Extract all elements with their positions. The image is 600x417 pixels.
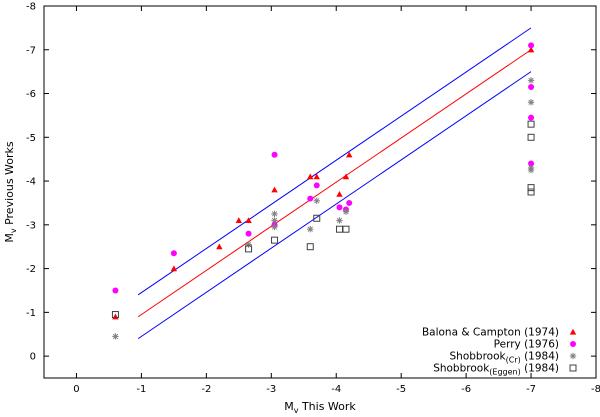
balona-campton-1974-point-9 bbox=[336, 190, 343, 197]
legend-marker-star bbox=[569, 352, 577, 360]
legend-entry-shobbrook-eggen: Shobbrook(Eggen) (1984) bbox=[433, 363, 577, 377]
shobbrook-cr-1984-point-2 bbox=[271, 210, 278, 218]
y-tick-label: -5 bbox=[26, 133, 36, 144]
shobbrook-cr-1984-point-8 bbox=[342, 208, 350, 215]
x-tick-label: -8 bbox=[591, 384, 600, 395]
shobbrook-eggen-1984-point-6 bbox=[342, 225, 350, 233]
balona-campton-1974-point-2 bbox=[216, 243, 223, 250]
balona-campton-1974-point-12 bbox=[527, 46, 535, 53]
legend-marker-circle bbox=[570, 341, 576, 347]
perry-1976-point-13 bbox=[528, 160, 535, 167]
balona-campton-1974-point-10 bbox=[342, 173, 350, 180]
legend-marker-triangle-icon bbox=[569, 328, 577, 335]
y-tick-label: -7 bbox=[26, 45, 36, 56]
perry-1976-point-10 bbox=[528, 42, 535, 49]
shobbrook-eggen-1984-point-1 bbox=[245, 245, 253, 253]
shobbrook-eggen-1984-point-3 bbox=[306, 243, 314, 251]
perry-1976-point-11 bbox=[528, 83, 535, 90]
x-tick-label: -3 bbox=[266, 384, 276, 395]
x-tick-label: -5 bbox=[396, 384, 406, 395]
perry-1976-point-5 bbox=[307, 195, 314, 202]
shobbrook-eggen-1984-point-10 bbox=[527, 188, 535, 196]
shobbrook-cr-1984-point-0 bbox=[112, 333, 119, 340]
legend-label-shobbrook-cr: Shobbrook(Cr) (1984) bbox=[450, 351, 559, 365]
perry-1976-point-8 bbox=[346, 199, 353, 206]
balona-campton-1974-point-7 bbox=[307, 173, 314, 180]
shobbrook-cr-1984-point-3 bbox=[271, 217, 278, 224]
y-tick-label: -8 bbox=[26, 2, 36, 13]
balona-campton-1974-point-4 bbox=[245, 217, 252, 224]
balona-campton-1974-point-3 bbox=[235, 217, 243, 224]
balona-campton-1974-point-1 bbox=[170, 265, 178, 272]
perry-1976-point-0 bbox=[112, 287, 119, 294]
legend-label-shobbrook-eggen: Shobbrook(Eggen) (1984) bbox=[433, 363, 559, 377]
plot-frame bbox=[43, 5, 597, 379]
legend-marker-star-icon bbox=[569, 352, 577, 360]
y-tick-label: 0 bbox=[30, 352, 36, 363]
shobbrook-eggen-1984-point-2 bbox=[271, 236, 279, 244]
upper-envelope-line bbox=[137, 27, 532, 296]
shobbrook-eggen-1984-point-0 bbox=[111, 311, 119, 319]
balona-campton-1974-point-11 bbox=[346, 151, 353, 158]
fit-lines bbox=[137, 27, 532, 340]
shobbrook-cr-1984-point-1 bbox=[245, 241, 252, 248]
legend-marker-square bbox=[569, 364, 577, 372]
shobbrook-cr-1984-point-5 bbox=[307, 226, 314, 233]
shobbrook-cr-1984-point-10 bbox=[527, 99, 535, 106]
legend-entry-balona: Balona & Campton (1974) bbox=[422, 327, 577, 339]
x-tick-label: -7 bbox=[526, 384, 536, 395]
y-axis-label: Mv Previous Works bbox=[3, 141, 18, 243]
perry-1976-point-2 bbox=[245, 230, 252, 237]
shobbrook-cr-1984-point-6 bbox=[313, 197, 320, 204]
y-tick-label: -1 bbox=[26, 308, 36, 319]
balona-campton-1974-point-8 bbox=[313, 173, 320, 180]
x-tick-label: -6 bbox=[461, 384, 471, 395]
perry-1976-point-6 bbox=[313, 182, 320, 189]
shobbrook-eggen-1984-point-4 bbox=[313, 214, 321, 222]
shobbrook-cr-1984-point-9 bbox=[527, 77, 535, 84]
perry-1976-point-12 bbox=[528, 114, 535, 121]
perry-1976-point-3 bbox=[271, 151, 278, 158]
lower-envelope-line bbox=[137, 71, 532, 340]
y-tick-label: -6 bbox=[26, 89, 36, 100]
x-axis-label: Mv This Work bbox=[284, 400, 356, 415]
x-tick-label: -2 bbox=[201, 384, 211, 395]
perry-1976-point-7 bbox=[336, 204, 343, 211]
one-to-one-line bbox=[137, 49, 532, 318]
shobbrook-eggen-1984-point-8 bbox=[527, 133, 535, 141]
y-tick-label: -4 bbox=[26, 177, 36, 188]
shobbrook-eggen-1984-point-9 bbox=[527, 184, 535, 192]
balona-campton-1974-point-0 bbox=[112, 313, 119, 320]
shobbrook-eggen-1984-point-5 bbox=[335, 225, 343, 233]
legend-marker-circle-icon bbox=[570, 341, 576, 347]
legend-marker-triangle bbox=[569, 328, 577, 335]
shobbrook-cr-1984-point-7 bbox=[336, 217, 343, 224]
axis-ticks: 0 -1 -2 -3 -4 -5 -6 -7 -8 0 -1 -2 -3 -4 -5 -6 -7 -8 bbox=[26, 2, 600, 396]
legend-entry-perry: Perry (1976) bbox=[494, 339, 576, 351]
x-tick-label: 0 bbox=[73, 384, 79, 395]
perry-1976-point-1 bbox=[170, 250, 177, 257]
data-markers bbox=[111, 42, 535, 340]
legend-label-perry: Perry (1976) bbox=[494, 339, 559, 351]
balona-campton-1974-point-5 bbox=[271, 186, 278, 193]
shobbrook-cr-1984-point-4 bbox=[271, 223, 278, 231]
shobbrook-cr-1984-point-12 bbox=[527, 166, 535, 174]
legend-marker-square-icon bbox=[569, 364, 577, 372]
x-tick-label: -4 bbox=[331, 384, 341, 395]
shobbrook-eggen-1984-point-7 bbox=[527, 120, 535, 128]
legend-entry-shobbrook-cr: Shobbrook(Cr) (1984) bbox=[450, 351, 577, 365]
y-tick-label: -3 bbox=[26, 220, 36, 231]
legend: Balona & Campton (1974) Perry (1976) Sho… bbox=[422, 327, 577, 377]
y-tick-label: -2 bbox=[26, 264, 36, 275]
legend-label-balona: Balona & Campton (1974) bbox=[422, 327, 559, 339]
x-tick-label: -1 bbox=[136, 384, 146, 395]
